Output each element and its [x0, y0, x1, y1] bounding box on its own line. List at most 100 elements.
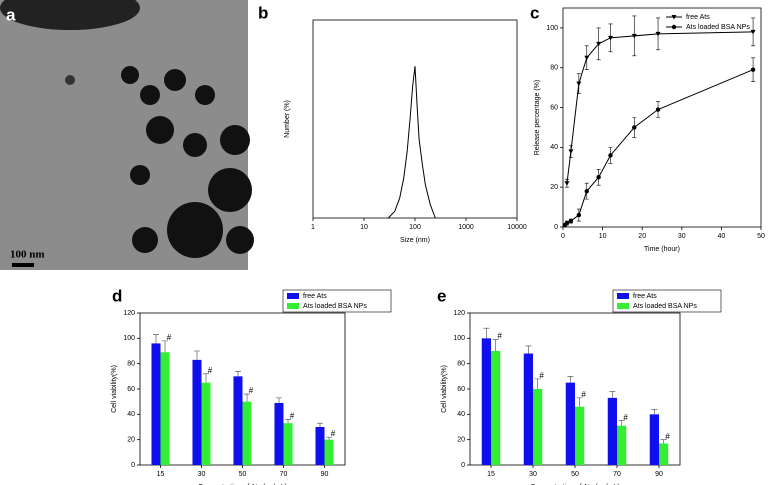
error-bar [193, 350, 200, 360]
error-bar [234, 370, 241, 377]
legend-label: Ats loaded BSA NPs [686, 24, 750, 31]
x-axis-label: Size (nm) [400, 237, 430, 244]
bar [242, 401, 252, 465]
x-axis-label: Concentration of Ats (μg/mL) [198, 484, 287, 485]
particle [140, 85, 160, 105]
marker [631, 33, 637, 39]
bar [575, 406, 585, 465]
x-tick-label: 15 [487, 471, 495, 478]
legend-label: free Ats [303, 293, 327, 300]
bar [315, 427, 325, 465]
particle [226, 226, 254, 254]
y-tick-label: 40 [550, 144, 558, 151]
error-bar [316, 422, 323, 427]
bar [533, 389, 543, 465]
x-tick-label: 30 [529, 471, 537, 478]
marker [564, 181, 570, 186]
x-tick-label: 15 [157, 471, 165, 478]
bar [491, 351, 501, 465]
x-tick-label: 50 [757, 233, 765, 240]
legend-label: free Ats [686, 14, 710, 21]
marker [750, 67, 756, 72]
error-bar [525, 345, 532, 354]
y-tick-label: 100 [123, 335, 135, 342]
bar [324, 439, 334, 465]
error-bar [567, 376, 574, 383]
x-axis-label: Time (hour) [644, 246, 680, 253]
annotation: # [249, 386, 254, 395]
panel-label: d [112, 286, 122, 305]
particle [0, 0, 140, 30]
marker [576, 212, 582, 218]
chart: b Size (nm) Number (%) 1 10 100 1000 10000 [258, 3, 527, 243]
y-tick-label: 20 [550, 184, 558, 191]
marker [671, 24, 677, 30]
annotation: # [208, 366, 213, 375]
x-tick-label: 90 [655, 471, 663, 478]
tem-image: a 100 nm [0, 0, 254, 270]
scale-bar [12, 263, 34, 267]
x-tick-label: 40 [718, 233, 726, 240]
particle [220, 125, 250, 155]
x-tick-label: 10 [599, 233, 607, 240]
y-tick-label: 120 [453, 310, 465, 317]
marker [608, 35, 614, 41]
legend-swatch [617, 293, 629, 299]
y-tick-label: 0 [461, 462, 465, 469]
x-tick-label: 30 [678, 233, 686, 240]
y-axis-label: Release percentage (%) [534, 80, 541, 156]
particle [167, 202, 223, 258]
error-bar [244, 393, 251, 402]
y-axis-label: Cell viability(%) [441, 365, 448, 413]
chart: e Concentration of Ats (μg/mL) Cell viabil… [437, 286, 722, 485]
bar [283, 423, 293, 465]
y-tick-label: 40 [127, 411, 135, 418]
marker [584, 55, 590, 61]
error-bar [152, 334, 159, 344]
particle [183, 133, 207, 157]
y-tick-label: 20 [457, 437, 465, 444]
legend-swatch [287, 303, 299, 309]
error-bar [285, 419, 292, 424]
error-bar [618, 420, 625, 426]
x-tick-label: 0 [561, 233, 565, 240]
bar [659, 443, 669, 465]
y-tick-label: 40 [457, 411, 465, 418]
bar [607, 397, 617, 465]
bar [201, 382, 211, 465]
bar [233, 376, 243, 465]
line [566, 31, 754, 184]
plot-frame [562, 7, 762, 228]
marker [564, 220, 570, 226]
panel-label: e [437, 286, 446, 305]
bar [274, 402, 284, 465]
bar [160, 352, 170, 465]
particle [208, 168, 252, 212]
x-tick-label: 20 [638, 233, 646, 240]
legend-label: Ats loaded BSA NPs [303, 303, 367, 310]
legend-swatch [287, 293, 299, 299]
error-bar [326, 436, 333, 440]
marker [655, 107, 661, 112]
y-tick-label: 80 [127, 361, 135, 368]
y-tick-label: 0 [554, 224, 558, 231]
y-tick-label: 60 [457, 386, 465, 393]
y-tick-label: 80 [457, 361, 465, 368]
annotation: # [331, 429, 336, 438]
error-bar [162, 340, 169, 353]
annotation: # [539, 371, 544, 380]
legend-box [612, 289, 722, 313]
bar [565, 382, 575, 465]
y-tick-label: 100 [546, 25, 558, 32]
particle [146, 116, 174, 144]
marker [750, 29, 756, 35]
error-bar [609, 391, 616, 398]
y-axis-label: Number (%) [284, 100, 291, 138]
marker [671, 15, 677, 20]
legend-label: Ats loaded BSA NPs [633, 303, 697, 310]
error-bar [492, 339, 499, 351]
particle [121, 66, 139, 84]
x-tick-label: 100 [409, 224, 421, 231]
marker [576, 81, 582, 87]
annotation: # [665, 432, 670, 441]
